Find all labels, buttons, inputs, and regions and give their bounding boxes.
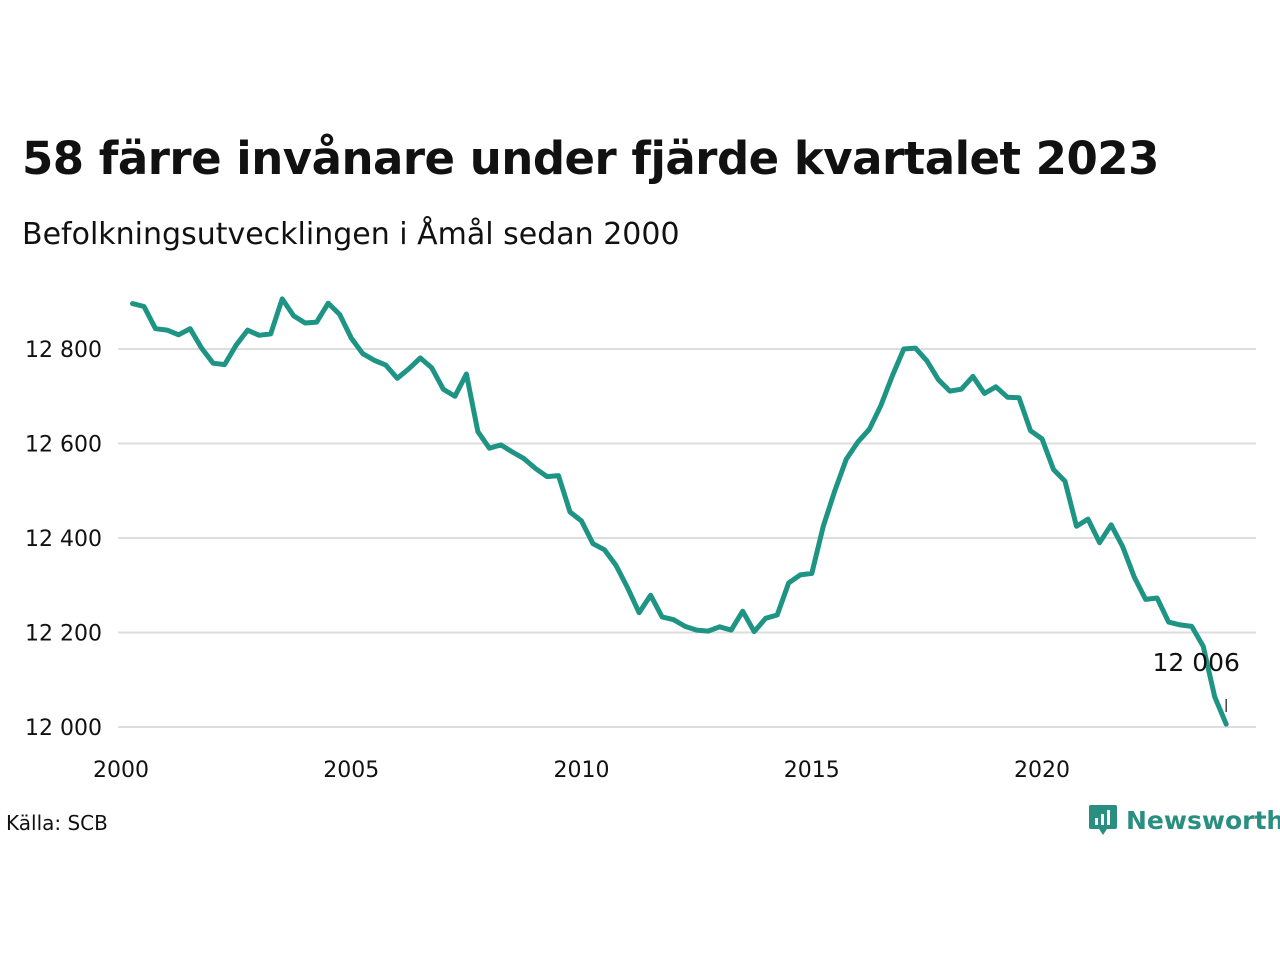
x-tick-label: 2000 (93, 758, 149, 783)
series-line (130, 296, 1229, 727)
annotations: 12 006 (1152, 648, 1240, 712)
x-tick-label: 2005 (323, 758, 379, 783)
y-tick-label: 12 600 (25, 433, 102, 458)
y-axis-tick-labels: 12 000 12 200 12 400 12 600 12 800 (25, 338, 102, 741)
x-axis-tick-labels: 2000 2005 2010 2015 2020 (93, 758, 1070, 783)
brand-logo: Newsworthy (1088, 803, 1280, 837)
y-tick-label: 12 200 (25, 622, 102, 647)
gridlines (118, 348, 1256, 728)
x-tick-label: 2010 (554, 758, 610, 783)
x-tick-label: 2015 (784, 758, 840, 783)
series-layer (130, 296, 1229, 727)
annotation-last-value: 12 006 (1152, 648, 1239, 677)
brand-name: Newsworthy (1126, 805, 1280, 835)
y-tick-label: 12 400 (25, 527, 102, 552)
x-tick-label: 2020 (1014, 758, 1070, 783)
y-tick-label: 12 000 (25, 716, 102, 741)
source-label: Källa: SCB (6, 811, 108, 835)
chart-subtitle: Befolkningsutvecklingen i Åmål sedan 200… (22, 217, 680, 252)
chart-title: 58 färre invånare under fjärde kvartalet… (22, 132, 1159, 185)
newsworthy-logo-icon (1089, 805, 1117, 835)
y-tick-label: 12 800 (25, 338, 102, 363)
